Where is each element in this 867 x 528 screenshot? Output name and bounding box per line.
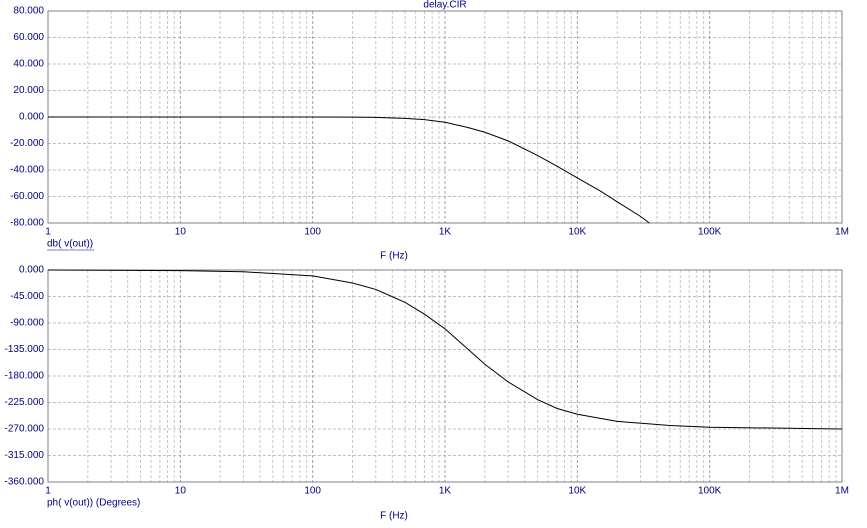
x-tick-label: 1 [45, 227, 51, 238]
x-tick-label: 100K [698, 227, 722, 238]
plot-frame [47, 269, 843, 483]
x-tick-label: 10 [175, 227, 187, 238]
y-tick-label: -20.000 [10, 138, 44, 149]
x-tick-label: 1 [45, 486, 51, 497]
x-tick-label: 10K [568, 227, 586, 238]
y-tick-label: 80.000 [13, 6, 44, 17]
y-tick-label: 60.000 [13, 32, 44, 43]
y-tick-label: -45.000 [10, 291, 44, 302]
line-series [48, 116, 650, 224]
x-tick-label: 10K [568, 486, 586, 497]
y-tick-label: 20.000 [13, 85, 44, 96]
y-axis-label: db( v(out)) [47, 239, 93, 250]
y-axis-label: ph( v(out)) (Degrees) [47, 498, 140, 509]
y-tick-label: -225.000 [5, 397, 45, 408]
x-tick-label: 100 [304, 227, 321, 238]
y-tick-label: -135.000 [5, 344, 45, 355]
y-tick-label: 40.000 [13, 59, 44, 70]
y-tick-label: -315.000 [5, 450, 45, 461]
y-tick-label: -90.000 [10, 318, 44, 329]
line-series [47, 269, 843, 430]
y-tick-label: 0.000 [19, 265, 44, 276]
x-axis-label: F (Hz) [380, 511, 408, 522]
y-tick-label: -270.000 [5, 424, 45, 435]
x-tick-label: 1K [439, 486, 452, 497]
y-tick-label: 0.000 [19, 112, 44, 123]
x-axis-label: F (Hz) [380, 251, 408, 262]
y-tick-label: -60.000 [10, 191, 44, 202]
chart-title: delay.CIR [423, 0, 466, 11]
y-tick-label: -80.000 [10, 218, 44, 229]
x-tick-label: 1M [835, 486, 849, 497]
x-tick-label: 100 [304, 486, 321, 497]
x-tick-label: 100K [698, 486, 722, 497]
x-tick-label: 1M [835, 227, 849, 238]
y-tick-label: -40.000 [10, 165, 44, 176]
x-tick-label: 1K [439, 227, 452, 238]
y-tick-label: -360.000 [5, 477, 45, 488]
x-tick-label: 10 [175, 486, 187, 497]
y-tick-label: -180.000 [5, 371, 45, 382]
